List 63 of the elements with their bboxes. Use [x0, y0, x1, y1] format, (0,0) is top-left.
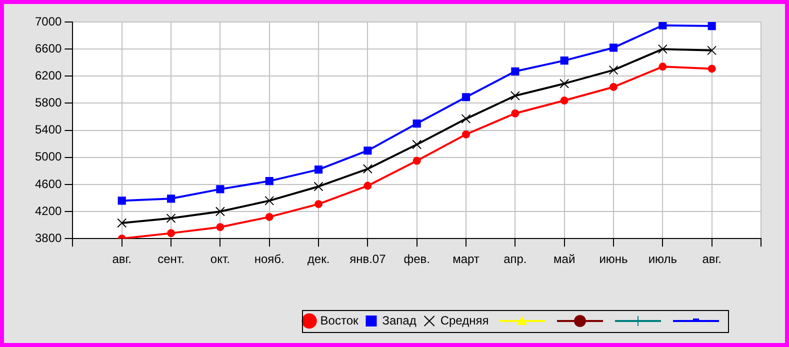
point	[166, 194, 176, 203]
point	[560, 78, 570, 88]
point	[118, 196, 126, 205]
point	[708, 22, 716, 30]
point	[510, 91, 520, 101]
x-tick-label: фев.	[404, 252, 430, 266]
x-tick-label: июнь	[599, 252, 628, 266]
y-tick-label: 5000	[34, 150, 62, 164]
point	[364, 182, 372, 190]
point	[216, 185, 224, 194]
y-tick-label: 3800	[34, 230, 62, 245]
point	[264, 196, 274, 206]
point	[167, 229, 176, 238]
point	[314, 166, 323, 174]
point	[511, 109, 520, 118]
legend-label: Средняя	[440, 313, 489, 328]
point	[265, 177, 274, 186]
point	[462, 130, 470, 138]
point	[658, 44, 668, 54]
point	[215, 206, 225, 216]
x-tick-label: окт.	[210, 252, 230, 266]
x-tick-label: янв.07	[350, 252, 386, 266]
x-tick-label: март	[452, 252, 480, 266]
point	[412, 140, 422, 150]
y-tick-label: 7000	[34, 14, 62, 28]
point	[216, 223, 224, 232]
point	[364, 146, 372, 155]
x-tick-label: июль	[648, 252, 678, 266]
point	[314, 182, 324, 192]
legend-label: Запад	[382, 313, 416, 328]
point	[560, 96, 568, 105]
point	[412, 156, 421, 165]
y-tick-label: 4200	[34, 204, 62, 218]
x-tick-label: авг.	[702, 252, 722, 266]
x-tick-label: май	[554, 252, 576, 266]
x-tick-label: дек.	[307, 252, 330, 266]
point	[609, 44, 618, 52]
y-tick-label: 5800	[34, 96, 62, 110]
point	[362, 164, 372, 174]
point	[560, 56, 568, 65]
point	[511, 67, 520, 76]
x-tick-label: авг.	[112, 252, 132, 266]
point	[461, 114, 471, 124]
point	[412, 119, 421, 128]
y-tick-label: 5400	[34, 122, 62, 137]
y-tick-label: 6200	[34, 68, 62, 82]
point	[462, 93, 470, 102]
x-tick-label: сент.	[158, 252, 184, 266]
point	[608, 65, 618, 75]
point	[314, 200, 323, 208]
x-tick-label: нояб.	[254, 252, 284, 266]
point	[117, 218, 127, 228]
x-tick-label: апр.	[504, 252, 527, 266]
point	[658, 62, 667, 71]
point	[658, 22, 667, 30]
y-tick-label: 4600	[34, 176, 62, 191]
point	[166, 214, 176, 224]
point	[265, 212, 274, 221]
point	[707, 46, 717, 56]
y-tick-label: 6600	[34, 41, 62, 56]
point	[708, 64, 716, 73]
legend-label: Восток	[320, 313, 359, 328]
point	[610, 82, 618, 91]
